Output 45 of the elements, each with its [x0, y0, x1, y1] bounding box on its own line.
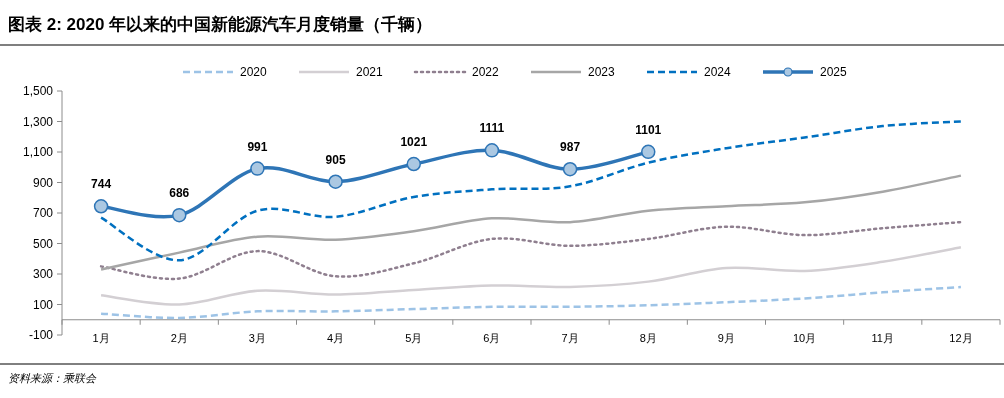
- legend-label: 2024: [704, 65, 732, 79]
- x-tick-label: 1月: [92, 332, 110, 344]
- data-label: 987: [560, 140, 581, 155]
- x-tick-label: 6月: [483, 332, 501, 344]
- x-tick-label: 10月: [792, 332, 817, 344]
- x-tick-label: 7月: [561, 332, 579, 344]
- y-tick-label: 100: [32, 297, 54, 312]
- point: [328, 174, 343, 189]
- y-tick-label: 1,300: [22, 114, 54, 129]
- x-tick-label: 5月: [405, 332, 423, 344]
- x-tick-label: 9月: [717, 332, 735, 344]
- data-label: 1021: [400, 135, 428, 150]
- y-tick-label: 300: [32, 267, 54, 281]
- data-label: 744: [91, 177, 112, 192]
- x-tick-label: 11月: [871, 332, 894, 344]
- point: [484, 143, 500, 158]
- legend-label: 2021: [356, 65, 384, 79]
- point: [562, 161, 578, 177]
- x-tick-label: 3月: [248, 332, 266, 344]
- legend-label: 2022: [472, 65, 500, 79]
- y-tick-label: 700: [32, 206, 54, 220]
- point: [93, 199, 109, 214]
- x-tick-label: 8月: [639, 332, 657, 344]
- legend-label: 2020: [240, 65, 268, 79]
- point: [172, 207, 187, 223]
- point: [250, 161, 265, 176]
- y-tick-label: 1,100: [22, 145, 54, 159]
- data-label: 991: [247, 139, 268, 154]
- y-tick-label: -100: [28, 328, 54, 342]
- data-label: 905: [325, 152, 346, 167]
- data-label: 1101: [635, 122, 662, 137]
- point: [641, 144, 656, 160]
- point: [406, 156, 421, 172]
- x-tick-label: 2月: [170, 332, 188, 344]
- y-tick-label: 900: [32, 175, 54, 190]
- data-label: 686: [169, 186, 190, 201]
- y-tick-label: 500: [32, 236, 54, 251]
- y-tick-label: 1,500: [22, 84, 54, 98]
- x-tick-label: 12月: [949, 332, 973, 344]
- legend-label: 2025: [820, 65, 848, 79]
- data-label: 1111: [479, 121, 505, 136]
- legend-label: 2023: [588, 65, 616, 79]
- text: 资料来源：乘联会: [8, 372, 97, 384]
- chart-title: 图表 2: 2020 年以来的中国新能源汽车月度销量（千辆）: [8, 15, 433, 34]
- x-tick-label: 4月: [327, 332, 345, 344]
